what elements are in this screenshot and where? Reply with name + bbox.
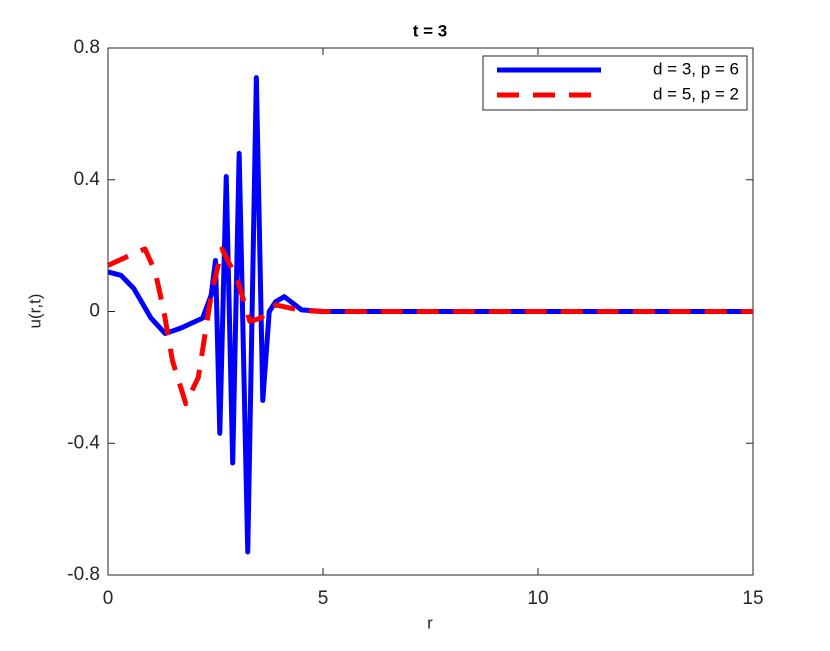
x-axis-label: r xyxy=(427,613,433,632)
legend-label: d = 5, p = 2 xyxy=(653,84,739,103)
series-line xyxy=(107,75,753,555)
y-tick-label: 0 xyxy=(89,301,100,322)
x-tick-label: 15 xyxy=(742,588,763,609)
x-tick-label: 5 xyxy=(318,588,329,609)
y-axis-label: u(r,t) xyxy=(25,294,44,329)
x-tick-label: 0 xyxy=(103,588,114,609)
y-tick-label: -0.4 xyxy=(67,432,100,453)
series-line xyxy=(106,246,753,407)
chart-title: t = 3 xyxy=(413,21,448,40)
y-tick-label: 0.8 xyxy=(74,37,100,58)
y-tick-label: 0.4 xyxy=(74,169,101,190)
legend-label: d = 3, p = 6 xyxy=(653,59,739,78)
x-tick-label: 10 xyxy=(527,588,548,609)
legend-box xyxy=(482,55,748,111)
y-tick-label: -0.8 xyxy=(67,564,100,585)
